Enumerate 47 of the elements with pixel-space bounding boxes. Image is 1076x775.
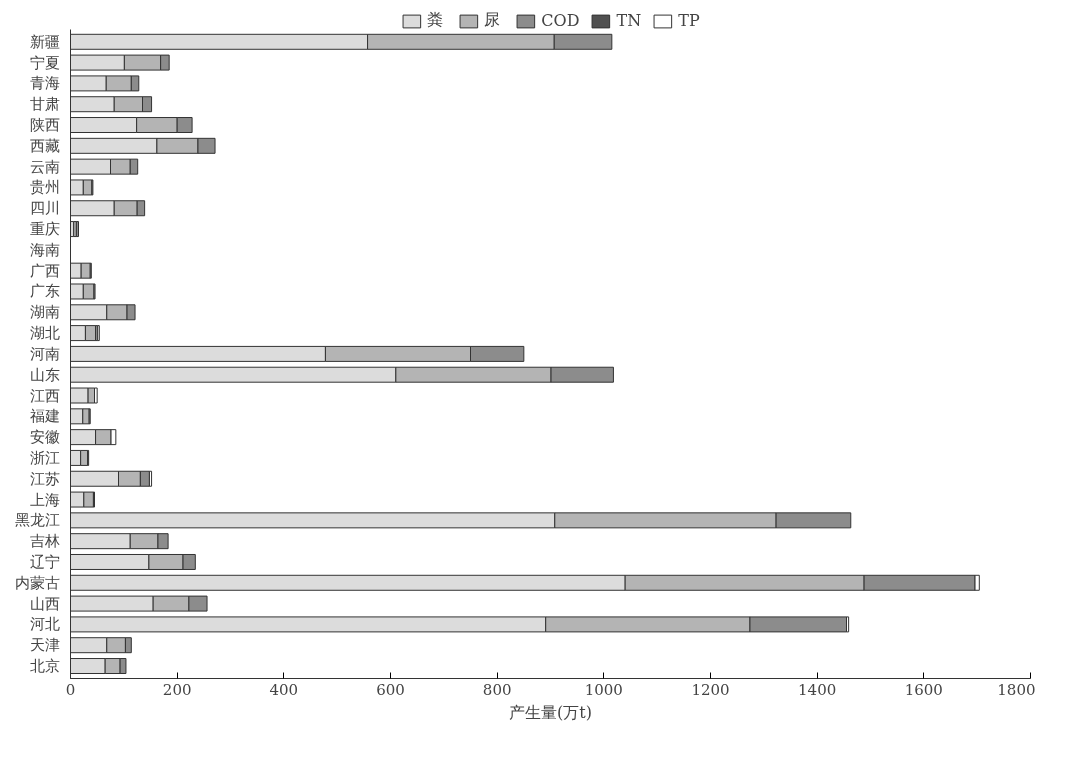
x-axis-title: 产生量(万t)	[509, 702, 592, 722]
y-tick-label: 辽宁	[29, 552, 60, 571]
y-tick-label: 贵州	[29, 178, 60, 197]
y-tick-label: 陕西	[29, 116, 60, 135]
x-tick-label: 1800	[997, 680, 1036, 699]
y-tick-label: 上海	[29, 490, 60, 509]
y-tick-label: 江苏	[29, 469, 60, 488]
x-tick-label: 600	[376, 680, 405, 699]
x-tick-label: 1400	[798, 680, 837, 699]
y-tick-label: 广东	[29, 282, 60, 301]
y-tick-label: 江西	[29, 386, 60, 405]
y-tick-label: 北京	[29, 657, 60, 676]
y-tick-label: 浙江	[29, 448, 60, 467]
y-tick-label: 天津	[29, 636, 60, 655]
y-tick-label: 西藏	[29, 136, 60, 155]
y-tick-label: 宁夏	[29, 53, 60, 72]
y-tick-label: 青海	[29, 74, 60, 93]
x-tick-label: 1200	[691, 680, 730, 699]
y-tick-label: 山东	[29, 365, 60, 384]
legend-label: TN	[616, 11, 642, 30]
x-tick-label: 800	[482, 680, 512, 699]
y-tick-label: 四川	[29, 199, 60, 218]
x-tick-label: 1000	[584, 680, 623, 699]
y-tick-label: 福建	[29, 407, 60, 426]
legend-label: COD	[541, 11, 580, 30]
y-tick-label: 内蒙古	[14, 573, 60, 592]
y-tick-label: 甘肃	[29, 95, 60, 114]
y-tick-label: 湖南	[29, 303, 60, 322]
y-tick-label: 云南	[29, 157, 60, 176]
y-tick-label: 海南	[29, 240, 60, 259]
y-tick-label: 山西	[29, 594, 60, 613]
y-tick-label: 河南	[29, 344, 60, 363]
y-tick-label: 重庆	[29, 220, 60, 239]
y-tick-label: 安徽	[29, 428, 60, 447]
x-tick-label: 0	[65, 680, 76, 699]
legend-label: 粪	[427, 10, 445, 31]
y-tick-label: 新疆	[29, 32, 60, 51]
y-tick-label: 湖北	[29, 324, 60, 343]
legend-label: 尿	[484, 10, 502, 31]
y-tick-label: 黑龙江	[14, 511, 60, 530]
y-tick-label: 吉林	[29, 532, 60, 551]
y-tick-label: 广西	[29, 261, 60, 280]
y-tick-label: 河北	[29, 615, 60, 634]
x-tick-label: 200	[162, 680, 192, 699]
x-tick-label: 400	[269, 680, 299, 699]
legend-label: TP	[678, 11, 700, 30]
x-tick-label: 1600	[904, 680, 943, 699]
